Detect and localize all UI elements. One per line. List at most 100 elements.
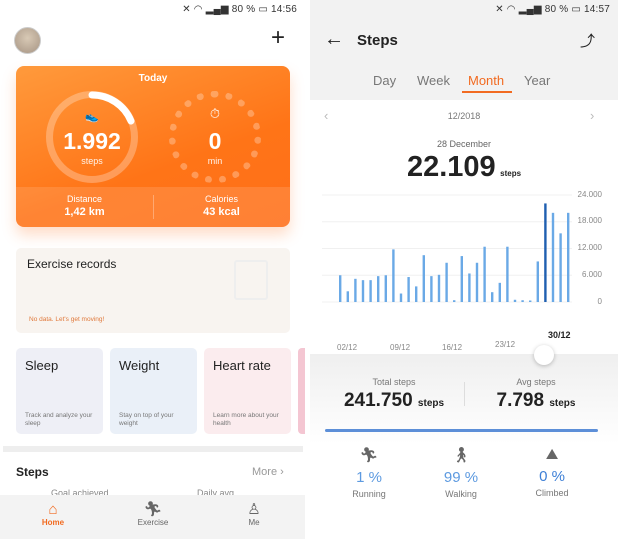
avg-label: Avg steps — [516, 377, 556, 387]
nav-me[interactable]: ♙ Me — [224, 501, 284, 527]
activity-running: 🏃︎ 1 % Running — [329, 446, 409, 499]
x-tick: 09/12 — [390, 343, 411, 352]
nav-exercise[interactable]: 🏃︎ Exercise — [123, 501, 183, 527]
bar[interactable] — [453, 300, 456, 302]
tile-heart-rate[interactable]: Heart rate Learn more about your health — [204, 348, 291, 434]
bar[interactable] — [559, 233, 562, 302]
bar[interactable] — [445, 262, 448, 302]
minutes-ring: ⏱ 0 min — [169, 91, 261, 183]
tile-desc: Track and analyze your sleep — [25, 412, 93, 427]
bar[interactable] — [392, 249, 395, 302]
bar[interactable] — [544, 203, 547, 302]
bar[interactable] — [551, 212, 555, 302]
bar[interactable] — [460, 256, 463, 302]
calories-value: 43 kcal — [203, 206, 240, 218]
minutes-unit: min — [207, 156, 223, 166]
next-period-icon[interactable]: › — [590, 108, 595, 123]
today-title: Today — [138, 73, 168, 84]
running-icon: 🏃︎ — [143, 501, 163, 518]
tab-month[interactable]: Month — [468, 73, 505, 88]
exercise-records-card[interactable]: Exercise records No data. Let's get movi… — [16, 248, 290, 333]
avg-unit: steps — [549, 398, 576, 409]
y-tick: 24.000 — [577, 190, 602, 199]
distance-label: Distance — [66, 194, 102, 204]
bar[interactable] — [475, 262, 479, 302]
nav-label: Exercise — [137, 518, 169, 527]
bar[interactable] — [521, 300, 524, 302]
nav-label: Home — [41, 518, 65, 527]
bar[interactable] — [407, 277, 410, 302]
prev-period-icon[interactable]: ‹ — [324, 108, 329, 123]
bar[interactable] — [361, 280, 365, 302]
bar[interactable] — [430, 276, 433, 302]
add-icon[interactable]: + — [271, 24, 286, 51]
stats-divider — [464, 382, 465, 406]
bar[interactable] — [536, 261, 539, 302]
total-unit: steps — [417, 398, 445, 409]
tile-sleep[interactable]: Sleep Track and analyze your sleep — [16, 348, 103, 434]
tile-title: Weight — [119, 358, 160, 373]
tile-title: Heart rate — [213, 358, 271, 373]
share-icon[interactable]: ⤴ — [580, 33, 596, 50]
bar[interactable] — [529, 300, 532, 303]
bar[interactable] — [339, 275, 342, 302]
more-label: More — [252, 466, 278, 478]
home-screen: ✕ ◠ ▂▄▆ 80 % ▭ 14:56 + Today 👟 1.992 ste… — [0, 0, 305, 539]
bar[interactable] — [354, 278, 357, 302]
nav-home[interactable]: ⌂ Home — [23, 501, 83, 527]
bar[interactable] — [506, 246, 509, 302]
clipboard-icon — [234, 260, 268, 300]
total-label: Total steps — [372, 377, 416, 387]
y-tick: 0 — [597, 297, 602, 306]
bar[interactable] — [384, 275, 387, 302]
bar[interactable] — [422, 255, 425, 302]
nav-label: Me — [248, 518, 260, 527]
bar[interactable] — [377, 276, 380, 302]
bar[interactable] — [567, 212, 570, 302]
bar[interactable] — [399, 293, 403, 302]
tab-day[interactable]: Day — [373, 73, 397, 88]
tab-week[interactable]: Week — [417, 73, 450, 88]
activity-climbed: ⛰︎ 0 % Climbed — [512, 446, 592, 498]
distance-value: 1,42 km — [64, 206, 105, 218]
avatar[interactable] — [14, 27, 41, 54]
tab-year[interactable]: Year — [524, 73, 551, 88]
bar[interactable] — [369, 280, 372, 302]
bar[interactable] — [491, 292, 494, 302]
stairs-icon: ⛰︎ — [545, 446, 559, 463]
divider — [153, 195, 154, 219]
activity-label: Climbed — [535, 488, 569, 498]
home-icon: ⌂ — [48, 501, 58, 518]
activity-pct: 1 % — [356, 469, 382, 486]
bar[interactable] — [483, 246, 486, 302]
bar[interactable] — [437, 274, 441, 302]
tile-next-partial[interactable] — [298, 348, 305, 434]
stopwatch-icon: ⏱ — [209, 106, 221, 121]
active-tab-underline — [462, 91, 512, 93]
bar[interactable] — [513, 299, 517, 302]
today-card[interactable]: Today 👟 1.992 steps ⏱ 0 min Distance 1,4… — [16, 66, 290, 227]
activity-label: Running — [352, 489, 386, 499]
bar[interactable] — [415, 286, 418, 302]
bar[interactable] — [468, 273, 471, 302]
today-summary: Distance 1,42 km Calories 43 kcal — [16, 187, 290, 227]
chart-cursor-handle[interactable] — [534, 345, 554, 365]
goal-achieved-label: Goal achieved — [51, 488, 109, 498]
steps-screen: ✕ ◠ ▂▄▆ 80 % ▭ 14:57 ← Steps ⤴ Day Week … — [310, 0, 618, 539]
running-icon: 🏃︎ — [359, 447, 379, 464]
selected-value: 22.109 — [406, 151, 496, 183]
more-link[interactable]: More › — [252, 466, 284, 478]
y-tick: 6.000 — [581, 270, 602, 279]
exercise-records-title: Exercise records — [27, 257, 117, 271]
activity-pct: 99 % — [443, 469, 479, 486]
back-arrow-icon[interactable]: ← — [324, 28, 344, 50]
steps-bar-chart[interactable] — [310, 185, 618, 320]
cursor-label: 30/12 — [548, 330, 571, 340]
bar[interactable] — [498, 282, 501, 302]
bar[interactable] — [346, 291, 349, 302]
selected-value-row: 22.109 steps — [310, 151, 618, 184]
tile-weight[interactable]: Weight Stay on top of your weight — [110, 348, 197, 434]
tile-desc: Stay on top of your weight — [119, 412, 174, 427]
activity-walking: 🚶︎ 99 % Walking — [421, 446, 501, 499]
x-tick: 16/12 — [442, 343, 463, 352]
